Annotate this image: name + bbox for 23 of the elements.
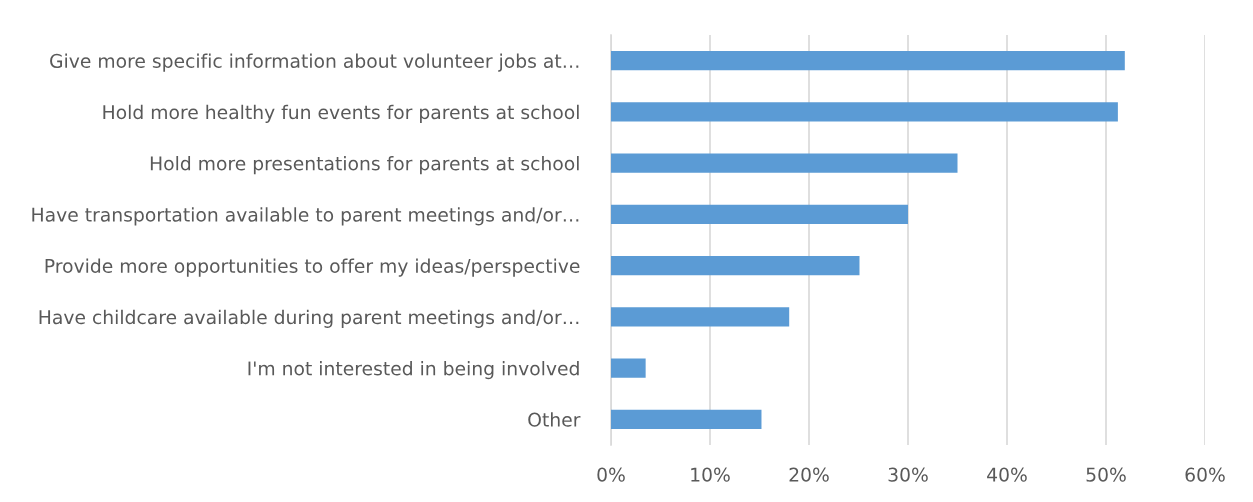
x-tick-label: 20% bbox=[789, 467, 829, 482]
x-tick-label: 10% bbox=[691, 467, 730, 482]
bar bbox=[611, 50, 1125, 71]
y-tick-label: Hold more presentations for parents at school bbox=[150, 156, 579, 175]
y-tick-label: Provide more opportunities to offer my ideas/perspective bbox=[45, 258, 580, 277]
bar bbox=[611, 307, 790, 327]
y-tick-label: Have childcare available during parent meetings and/or… bbox=[39, 309, 579, 328]
x-tick-label: 40% bbox=[987, 467, 1027, 482]
y-tick-label: I'm not interested in being involved bbox=[248, 361, 579, 380]
x-tick-label: 0% bbox=[597, 467, 625, 482]
y-tick-label: Other bbox=[528, 412, 581, 427]
bar bbox=[611, 153, 958, 173]
x-tick-label: 60% bbox=[1185, 467, 1225, 482]
bar bbox=[611, 358, 646, 378]
bar bbox=[611, 255, 860, 276]
x-tick-label: 30% bbox=[888, 467, 928, 482]
x-tick-label: 50% bbox=[1086, 467, 1126, 482]
y-tick-label: Give more specific information about volunteer jobs at… bbox=[50, 53, 579, 72]
bar bbox=[611, 409, 762, 430]
y-tick-label: Hold more healthy fun events for parents at school bbox=[103, 104, 579, 123]
y-tick-label: Have transportation available to parent meetings and/or… bbox=[32, 207, 579, 226]
bar bbox=[611, 102, 1118, 122]
bar bbox=[611, 204, 908, 225]
